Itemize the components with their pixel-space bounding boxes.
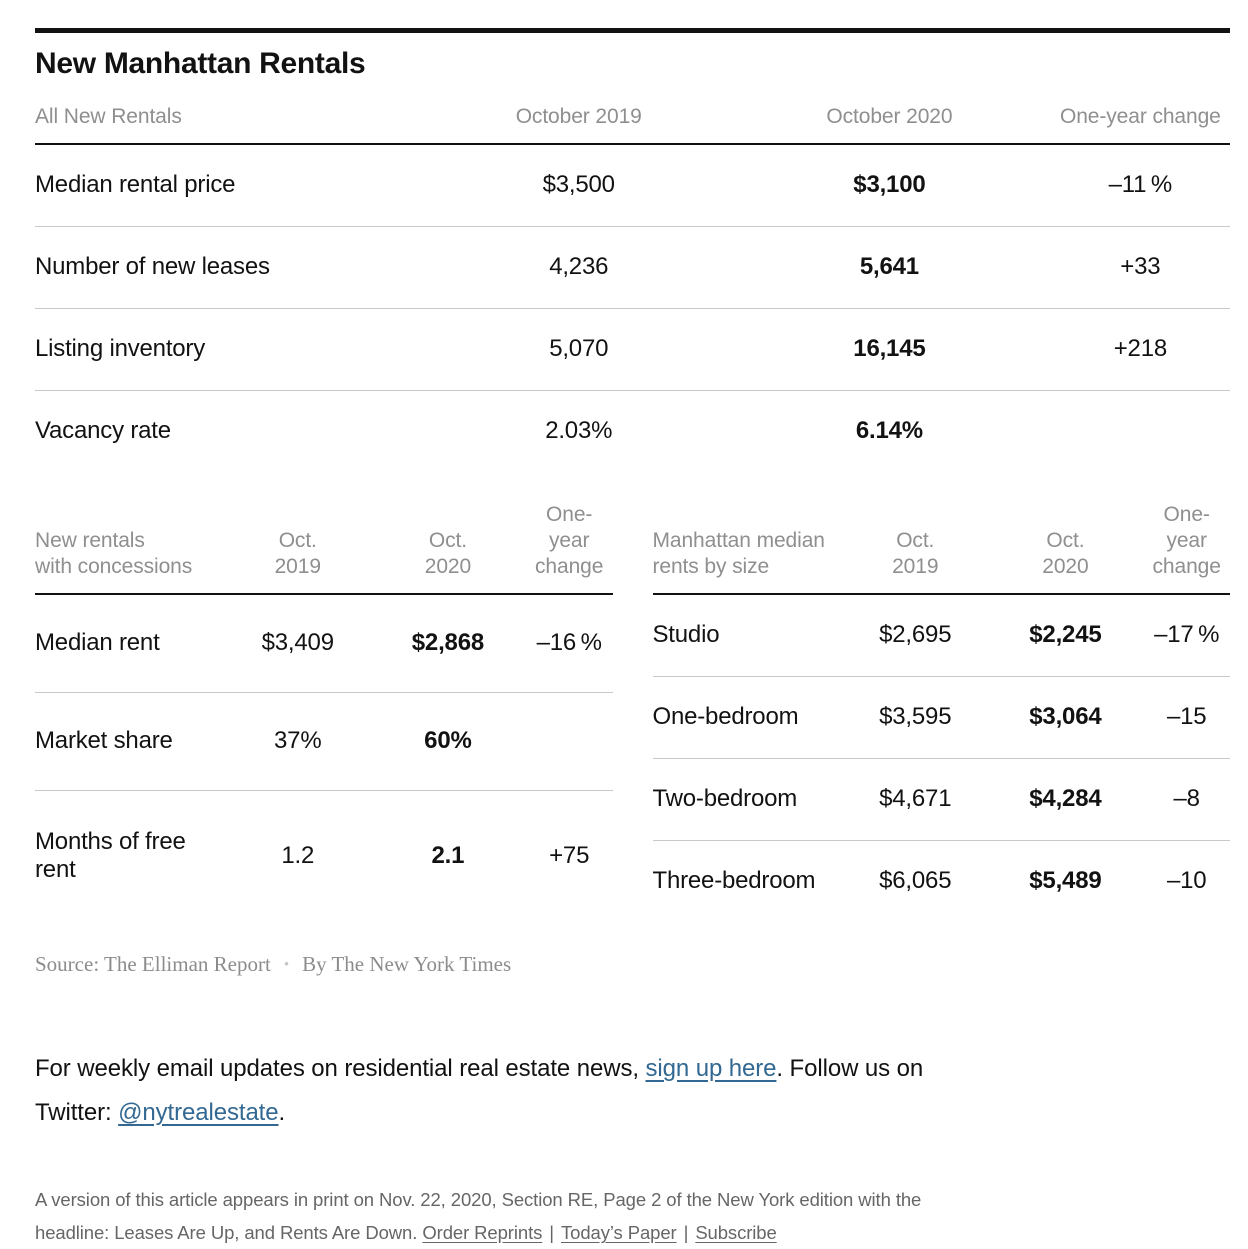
newsletter-text: For weekly email updates on residential … [35,1055,646,1082]
cell-oct-2019: $4,671 [843,758,988,841]
table-header-row: New rentals with concessions Oct. 2019 O… [35,502,613,595]
cell-oct-2020: 5,641 [728,226,1051,309]
cell-oct-2019: $3,409 [261,629,334,657]
cell-oct-2019: $2,695 [879,621,952,648]
column-header-label: Manhattan median rents by size [652,502,844,595]
cell-oct-2019: 1.2 [225,790,370,922]
cell-change: –10 [1143,840,1230,922]
column-header-label: All New Rentals [35,104,430,145]
cell-oct-2020: $3,100 [853,171,926,198]
print-note-line-1: A version of this article appears in pri… [35,1189,922,1210]
row-vacancy-rate: Vacancy rate 2.03% 6.14% [35,390,1230,472]
newsletter-line-2: Twitter: @nytrealestate. [35,1091,1230,1135]
todays-paper-link[interactable]: Today’s Paper [560,1222,677,1243]
column-header-change: One-year change [1050,104,1230,145]
cell-oct-2019: $3,500 [542,171,615,198]
column-header-oct-2020: Oct. 2020 [369,502,526,595]
print-edition-note: A version of this article appears in pri… [35,1183,1230,1249]
cell-oct-2020: $3,064 [987,676,1144,759]
byline-text: By The New York Times [302,952,512,976]
order-reprints-link[interactable]: Order Reprints [422,1222,543,1243]
rents-by-size-table: Manhattan median rents by size Oct. 2019… [652,502,1231,922]
top-rule [35,28,1230,33]
table-header-row: Manhattan median rents by size Oct. 2019… [652,502,1230,595]
row-three-bedroom: Three-bedroom $6,065 $5,489 –10 [652,840,1230,922]
newsletter-text: . Follow us on [776,1055,924,1082]
pipe-separator: | [549,1222,554,1243]
all-new-rentals-table: All New Rentals October 2019 October 202… [35,104,1230,472]
cell-oct-2019: 2.03% [429,390,729,472]
cell-oct-2020: 16,145 [728,308,1051,391]
column-header-oct-2019: October 2019 [429,104,729,145]
row-listing-inventory: Listing inventory 5,070 16,145 +218 [35,308,1230,391]
row-one-bedroom: One-bedroom $3,595 $3,064 –15 [652,676,1230,759]
newsletter-line-1: For weekly email updates on residential … [35,1047,1230,1091]
cell-oct-2020: $4,284 [987,758,1144,841]
cell-oct-2019: 4,236 [429,226,729,309]
table-header-row: All New Rentals October 2019 October 202… [35,104,1230,145]
concessions-table: New rentals with concessions Oct. 2019 O… [35,502,613,922]
column-header-oct-2019: Oct. 2019 [225,502,370,595]
column-header-oct-2020: Oct. 2020 [987,502,1144,595]
print-note-text: headline: Leases Are Up, and Rents Are D… [35,1222,418,1243]
column-header-change: One-year change [525,502,613,595]
newsletter-paragraph: For weekly email updates on residential … [35,1047,1230,1135]
row-median-rental-price: Median rental price $3,500 $3,100 –11 % [35,144,1230,227]
subscribe-link[interactable]: Subscribe [695,1222,777,1243]
cell-oct-2019: 5,070 [429,308,729,391]
cell-label: Listing inventory [35,308,430,391]
row-median-rent: Median rent $3,409 $2,868 –16 % [35,594,613,693]
cell-label: Vacancy rate [35,390,430,472]
sub-tables-row: New rentals with concessions Oct. 2019 O… [35,502,1230,922]
cell-change: +218 [1050,308,1230,391]
cell-change [525,692,613,791]
cell-change: +33 [1050,226,1230,309]
cell-oct-2019: $3,595 [843,676,988,759]
cell-label: Market share [35,692,226,791]
print-note-line-2: headline: Leases Are Up, and Rents Are D… [35,1216,1230,1249]
cell-oct-2020: 60% [369,692,526,791]
cell-oct-2020: $2,245 [1029,621,1102,648]
cell-oct-2020: $2,868 [411,629,484,657]
column-header-change: One-year change [1143,502,1230,595]
source-text: Source: The Elliman Report [35,952,271,976]
pipe-separator: | [683,1222,689,1243]
source-line: Source: The Elliman Report • By The New Yo… [35,952,1230,977]
cell-oct-2019: 37% [225,692,370,791]
sign-up-link[interactable]: sign up here [645,1055,777,1082]
cell-label: Three-bedroom [652,840,844,922]
cell-change: –15 [1143,676,1230,759]
cell-oct-2020: 2.1 [369,790,526,922]
cell-change [1050,390,1230,472]
newsletter-text: Twitter: [35,1099,119,1126]
cell-change: –11 % [1108,171,1173,198]
cell-change: –17 % [1154,621,1220,648]
cell-oct-2020: 6.14% [728,390,1051,472]
row-months-of-free-rent: Months of free rent 1.2 2.1 +75 [35,790,613,922]
column-header-oct-2019: Oct. 2019 [843,502,988,595]
row-market-share: Market share 37% 60% [35,692,613,791]
cell-label: Median rental price [35,171,236,198]
twitter-handle-link[interactable]: @nytrealestate [118,1099,279,1126]
cell-label: Two-bedroom [652,758,844,841]
cell-oct-2019: $6,065 [843,840,988,922]
column-header-oct-2020: October 2020 [728,104,1051,145]
bullet-separator-icon: • [283,957,290,973]
cell-label: One-bedroom [652,676,844,759]
cell-label: Number of new leases [35,226,430,309]
cell-change: –8 [1143,758,1230,841]
cell-oct-2020: $5,489 [987,840,1144,922]
row-studio: Studio $2,695 $2,245 –17 % [653,594,1231,677]
cell-change: +75 [525,790,613,922]
cell-label: Median rent [35,629,160,657]
newsletter-text: . [278,1099,286,1126]
cell-label: Studio [652,621,720,648]
cell-label: Months of free rent [35,790,226,922]
row-number-of-new-leases: Number of new leases 4,236 5,641 +33 [35,226,1230,309]
cell-change: –16 % [536,629,602,657]
row-two-bedroom: Two-bedroom $4,671 $4,284 –8 [652,758,1230,841]
column-header-label: New rentals with concessions [35,502,226,595]
page-title: New Manhattan Rentals [35,47,366,80]
